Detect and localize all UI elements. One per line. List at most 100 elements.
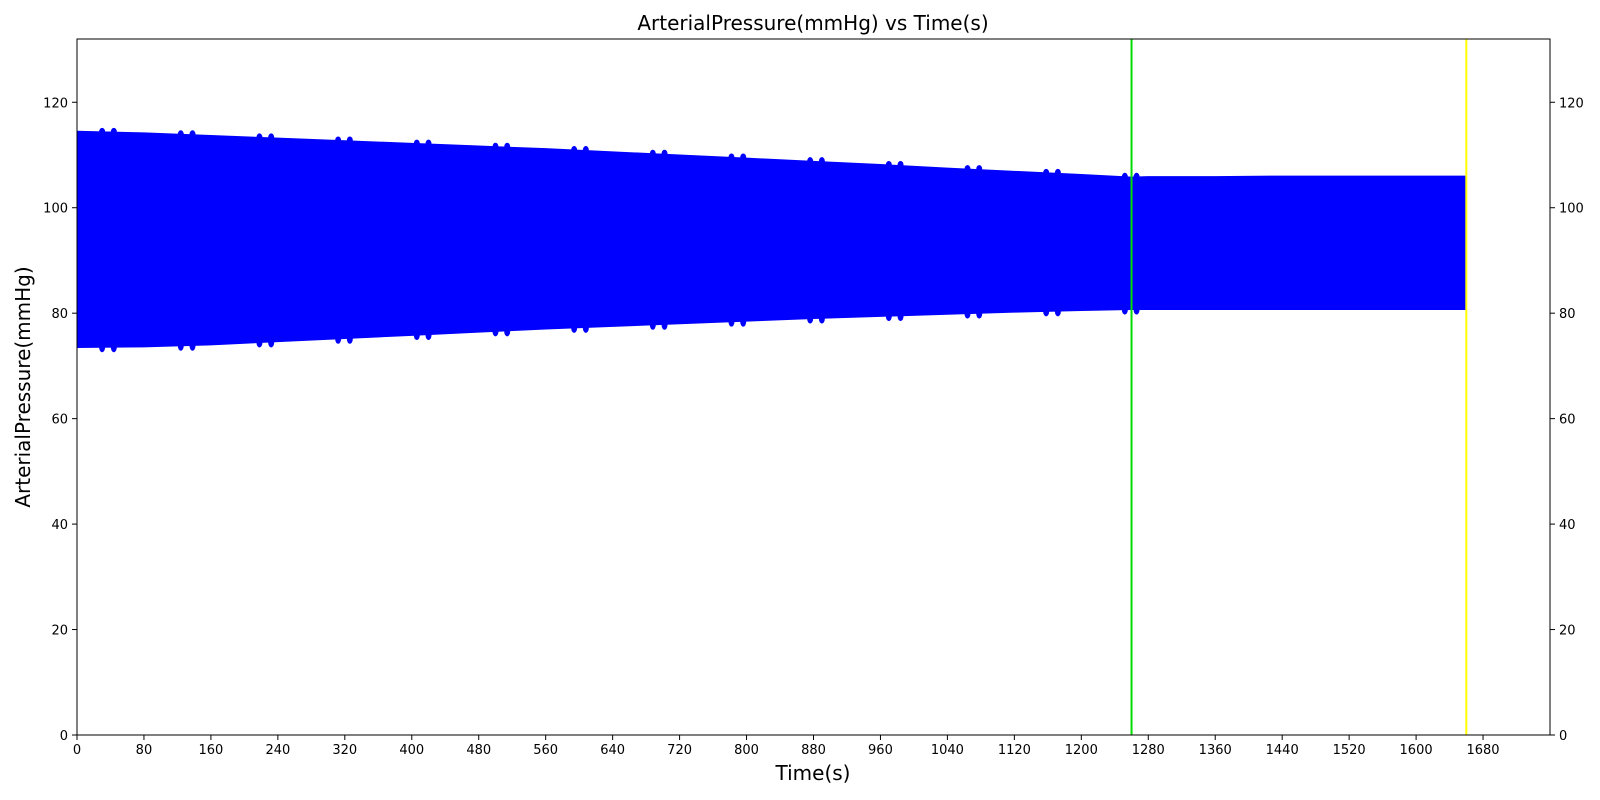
series-0-upper-bump: [976, 165, 983, 174]
y-tick-label-left: 0: [60, 729, 68, 744]
series-0-upper-bump: [740, 153, 747, 162]
series-0-upper-bump: [189, 130, 196, 139]
x-tick-label: 640: [600, 743, 625, 758]
x-tick-label: 1440: [1266, 743, 1299, 758]
series-0-lower-bump: [335, 333, 342, 344]
vertical-lines-layer: [1130, 39, 1468, 735]
series-0-lower-bump: [1121, 304, 1128, 315]
series-0-lower-bump: [492, 326, 499, 337]
series-0-upper-bump: [268, 133, 275, 142]
x-tick-label: 1600: [1400, 743, 1433, 758]
x-tick-label: 1520: [1333, 743, 1366, 758]
y-tick-label-right: 100: [1559, 202, 1584, 217]
series-0-upper-bump: [964, 165, 971, 174]
series-0-lower-bump: [728, 316, 735, 327]
series-0-upper-bump: [649, 149, 656, 158]
series-0-upper-bump: [728, 153, 735, 162]
series-0-lower-bump: [740, 316, 747, 327]
y-tick-label-right: 20: [1559, 624, 1576, 639]
series-0-lower-bump: [504, 326, 511, 337]
series-0-upper-bump: [413, 139, 420, 148]
x-tick-label: 400: [399, 743, 424, 758]
chart-title: ArterialPressure(mmHg) vs Time(s): [637, 11, 988, 35]
x-tick-label: 1120: [998, 743, 1031, 758]
series-0-lower-bump: [346, 333, 353, 344]
y-tick-label-left: 60: [51, 413, 68, 428]
y-tick-label-right: 60: [1559, 413, 1576, 428]
series-0-upper-bump: [425, 139, 432, 148]
series-0-lower-bump: [582, 322, 589, 333]
y-tick-label-left: 80: [51, 307, 68, 322]
x-tick-label: 80: [136, 743, 153, 758]
y-tick-label-right: 80: [1559, 307, 1576, 322]
series-0-upper-bump: [1043, 168, 1050, 177]
series-0-upper-bump: [818, 157, 825, 166]
y-tick-label-left: 100: [43, 202, 68, 217]
series-0-lower-bump: [818, 313, 825, 324]
x-tick-label: 1680: [1466, 743, 1499, 758]
x-tick-label: 240: [265, 743, 290, 758]
series-0-lower-bump: [649, 319, 656, 330]
x-tick-label: 960: [868, 743, 893, 758]
x-tick-label: 1360: [1199, 743, 1232, 758]
x-tick-label: 160: [198, 743, 223, 758]
series-0-upper-bump: [885, 160, 892, 169]
series-0-upper-bump: [1133, 172, 1140, 181]
series-0-upper-bump: [492, 142, 499, 151]
x-axis-label: Time(s): [775, 761, 851, 785]
series-0-upper-bump: [110, 127, 117, 136]
series-0-upper-bump: [256, 133, 263, 142]
y-axis-label: ArterialPressure(mmHg): [11, 266, 35, 507]
series-0-lower-bump: [1043, 306, 1050, 317]
series-0-upper-bump: [661, 149, 668, 158]
x-tick-label: 880: [801, 743, 826, 758]
x-tick-label: 560: [533, 743, 558, 758]
x-tick-label: 720: [667, 743, 692, 758]
series-0-lower-bump: [425, 330, 432, 341]
x-tick-label: 800: [734, 743, 759, 758]
x-tick-label: 1280: [1132, 743, 1165, 758]
series-0-upper-bump: [1121, 172, 1128, 181]
series-0-upper-bump: [177, 130, 184, 139]
y-tick-label-right: 0: [1559, 729, 1567, 744]
y-axis-ticks-left: 0 20 40 60 80 100 120: [43, 96, 77, 744]
x-tick-label: 1040: [931, 743, 964, 758]
y-tick-label-left: 120: [43, 96, 68, 111]
plot-area: [76, 38, 1551, 736]
series-0-lower-bump: [976, 308, 983, 319]
series-0-lower-bump: [661, 319, 668, 330]
series-0-lower-bump: [885, 311, 892, 322]
series-0-lower-bump: [897, 311, 904, 322]
series-0-upper-bump: [1054, 168, 1061, 177]
series-0-upper-bump: [897, 160, 904, 169]
series-0-lower-bump: [964, 308, 971, 319]
y-tick-label-right: 40: [1559, 518, 1576, 533]
x-axis-ticks: 0 80 160 240 320 400 480 560 640 720 800 880 960 1040…: [73, 735, 1500, 758]
series-0-upper-bump: [571, 146, 578, 155]
series-0-upper-bump: [335, 136, 342, 145]
series-0-lower-bump: [1054, 306, 1061, 317]
y-tick-label-left: 20: [51, 624, 68, 639]
series-0-lower-bump: [99, 342, 106, 353]
series-0-upper-bump: [807, 157, 814, 166]
series-0-upper-bump: [582, 146, 589, 155]
series-0-lower-bump: [413, 330, 420, 341]
series-0-upper-bump: [99, 127, 106, 136]
x-tick-label: 0: [73, 743, 81, 758]
series-0-lower-bump: [177, 340, 184, 351]
y-axis-ticks-right: 0 20 40 60 80 100 120: [1550, 96, 1584, 744]
series-0-lower-bump: [256, 337, 263, 348]
series-0-lower-bump: [189, 340, 196, 351]
series-0-lower-bump: [807, 313, 814, 324]
x-tick-label: 1200: [1065, 743, 1098, 758]
x-tick-label: 320: [332, 743, 357, 758]
series-0-upper-bump: [504, 142, 511, 151]
y-tick-label-left: 40: [51, 518, 68, 533]
series-0-lower-bump: [1133, 304, 1140, 315]
x-tick-label: 480: [466, 743, 491, 758]
series-0-lower-bump: [110, 342, 117, 353]
series-0-upper-bump: [346, 136, 353, 145]
series-0-lower-bump: [571, 322, 578, 333]
